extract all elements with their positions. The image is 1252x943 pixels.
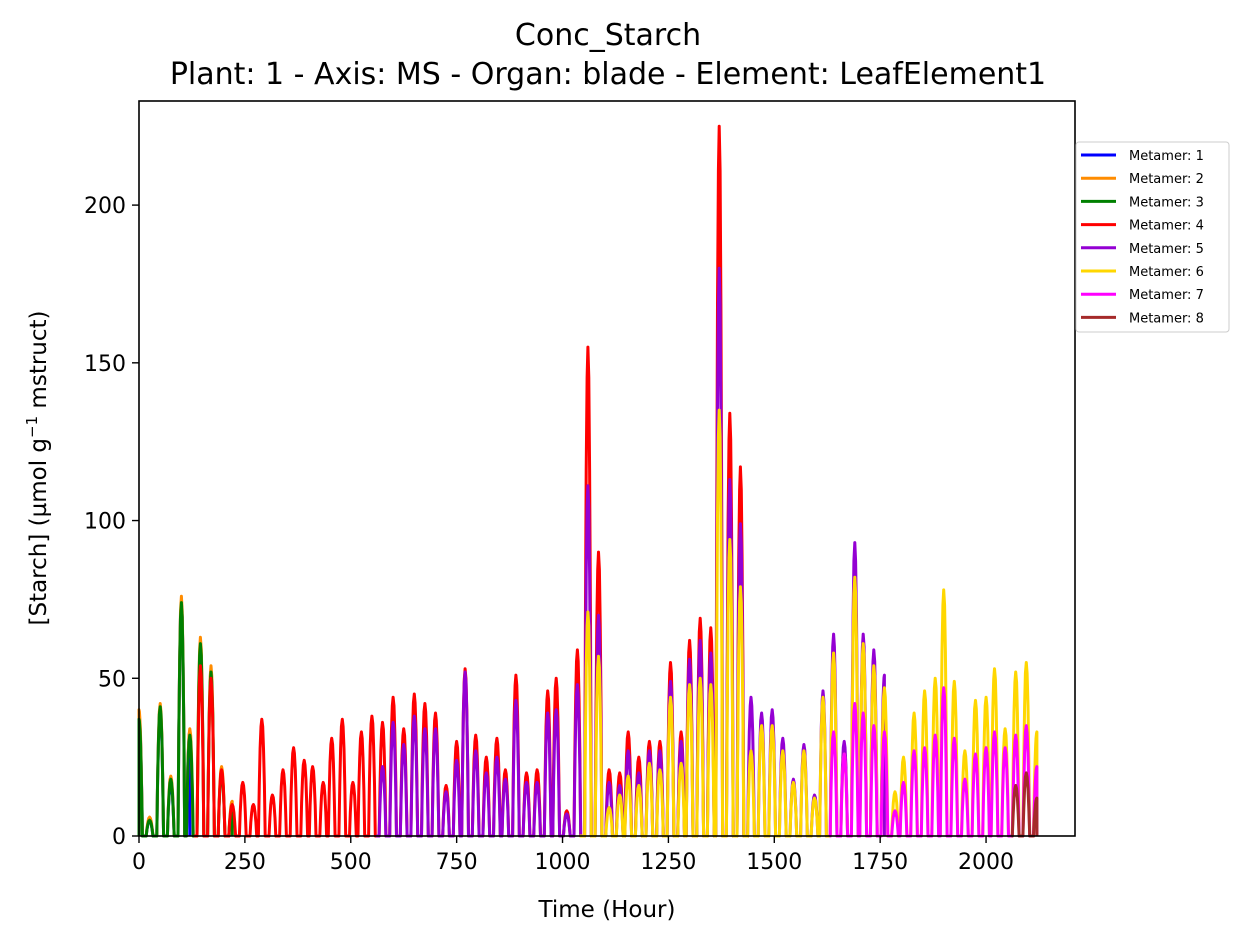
x-tick-label: 750 (436, 850, 478, 875)
chart-title: Conc_Starch (515, 18, 701, 53)
y-tick-label: 200 (84, 194, 126, 219)
y-axis-label: [Starch] (µmol g−1 mstruct) (23, 310, 52, 625)
legend-label: Metamer: 8 (1129, 311, 1204, 326)
y-axis-label-suffix: mstruct) (26, 310, 52, 415)
x-axis: 0 250 500 750 1000 1250 1500 1750 2000 (132, 836, 1014, 875)
legend-frame (1075, 141, 1230, 333)
y-tick-label: 100 (84, 510, 126, 535)
x-tick-label: 2000 (958, 850, 1014, 875)
x-tick-label: 1000 (535, 850, 591, 875)
x-tick-label: 1750 (852, 850, 908, 875)
x-axis-label: Time (Hour) (538, 897, 676, 923)
legend: Metamer: 1 Metamer: 2 Metamer: 3 Metamer: 4… (1075, 141, 1230, 333)
y-axis-label-superscript: −1 (23, 416, 41, 438)
plot-frame (138, 100, 1076, 837)
legend-label: Metamer: 3 (1129, 195, 1204, 210)
y-axis-label-prefix: [Starch] (µmol g (26, 438, 52, 626)
legend-label: Metamer: 5 (1129, 242, 1204, 257)
legend-label: Metamer: 2 (1129, 172, 1204, 187)
x-tick-label: 1500 (746, 850, 802, 875)
x-tick-label: 500 (330, 850, 372, 875)
y-tick-label: 150 (84, 352, 126, 377)
legend-label: Metamer: 6 (1129, 265, 1204, 280)
legend-label: Metamer: 4 (1129, 219, 1204, 234)
x-tick-label: 0 (132, 850, 146, 875)
y-axis: 0 50 100 150 200 (84, 194, 139, 850)
y-tick-label: 0 (112, 825, 126, 850)
legend-label: Metamer: 7 (1129, 288, 1204, 303)
series-line-metamer-8 (1010, 771, 1039, 838)
y-tick-label: 50 (98, 667, 126, 692)
chart-subtitle: Plant: 1 - Axis: MS - Organ: blade - Ele… (170, 57, 1046, 92)
legend-label: Metamer: 1 (1129, 149, 1204, 164)
series-line-metamer-6 (579, 408, 1039, 838)
x-tick-label: 1250 (640, 850, 696, 875)
series-line-metamer-7 (828, 686, 1039, 838)
plot-area (137, 100, 1076, 838)
x-tick-label: 250 (224, 850, 266, 875)
